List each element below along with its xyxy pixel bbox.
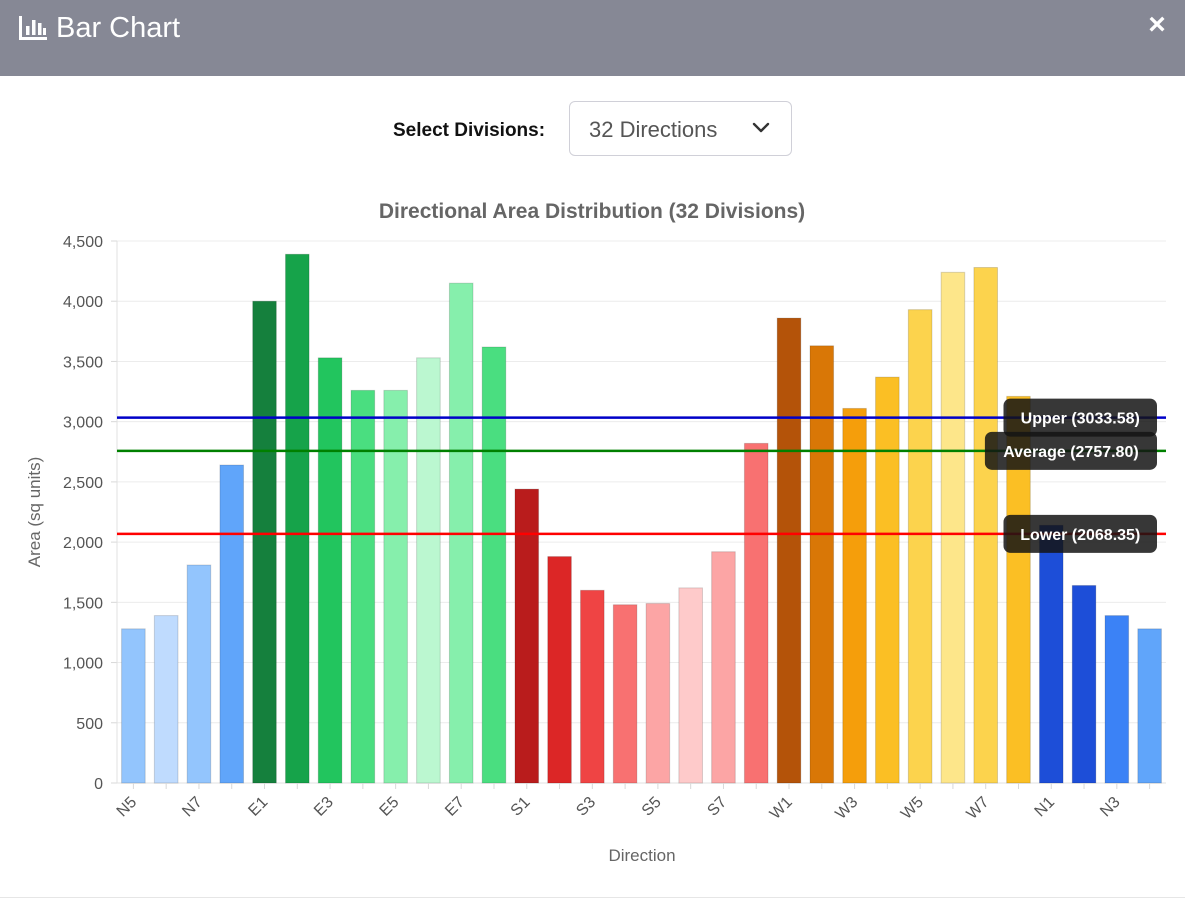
bar-s8[interactable] bbox=[743, 442, 769, 784]
bar-n3[interactable] bbox=[1104, 615, 1130, 784]
y-tick-label: 2,000 bbox=[63, 535, 103, 552]
y-tick-label: 1,500 bbox=[63, 595, 103, 612]
bar-n6[interactable] bbox=[153, 615, 179, 784]
reference-label-lower: Lower (2068.35) bbox=[1020, 527, 1140, 544]
bar-e5[interactable] bbox=[383, 389, 408, 784]
bar-e1[interactable] bbox=[252, 300, 277, 784]
bar-s4[interactable] bbox=[612, 604, 638, 784]
bar-w7[interactable] bbox=[973, 266, 999, 784]
x-tick-label: S3 bbox=[573, 794, 599, 820]
chart-title: Directional Area Distribution (32 Divisi… bbox=[379, 200, 805, 223]
chart-svg: Directional Area Distribution (32 Divisi… bbox=[25, 200, 1166, 865]
bar-w4[interactable] bbox=[875, 376, 900, 784]
y-tick-label: 1,000 bbox=[63, 656, 103, 673]
x-tick-label: E1 bbox=[245, 794, 271, 820]
reference-label-upper: Upper (3033.58) bbox=[1021, 411, 1140, 428]
reference-label-box bbox=[1003, 398, 1157, 437]
bar-e6[interactable] bbox=[416, 357, 441, 784]
y-tick-label: 3,500 bbox=[63, 354, 103, 371]
x-tick-label: E7 bbox=[442, 794, 468, 820]
bar-n8[interactable] bbox=[219, 464, 245, 784]
y-tick-label: 4,500 bbox=[63, 234, 103, 251]
modal-header: Bar Chart × bbox=[0, 0, 1185, 76]
bar-e4[interactable] bbox=[350, 389, 376, 784]
division-controls: Select Divisions: 32 Directions bbox=[0, 101, 1185, 157]
bar-w6[interactable] bbox=[940, 271, 966, 784]
x-tick-label: E3 bbox=[311, 794, 337, 820]
x-tick-label: S1 bbox=[508, 794, 534, 820]
x-tick-label: W1 bbox=[767, 794, 796, 823]
x-tick-label: N1 bbox=[1032, 794, 1059, 821]
y-axis-label: Area (sq units) bbox=[25, 457, 44, 568]
x-tick-label: N7 bbox=[179, 794, 206, 821]
y-tick-label: 4,000 bbox=[63, 294, 103, 311]
bar-n7[interactable] bbox=[186, 564, 212, 784]
modal-title: Bar Chart bbox=[56, 12, 181, 44]
divisions-select[interactable]: 32 Directions bbox=[569, 101, 792, 156]
x-tick-label: N3 bbox=[1097, 794, 1124, 821]
bar-s2[interactable] bbox=[547, 556, 572, 784]
y-tick-label: 0 bbox=[94, 776, 103, 793]
bar-chart: Directional Area Distribution (32 Divisi… bbox=[0, 190, 1185, 880]
bar-w1[interactable] bbox=[776, 317, 802, 784]
bar-n1[interactable] bbox=[1038, 524, 1064, 784]
bar-w5[interactable] bbox=[907, 309, 933, 784]
x-axis-label: Direction bbox=[608, 846, 675, 865]
reference-label-average: Average (2757.80) bbox=[1003, 444, 1139, 461]
reference-label-box bbox=[984, 431, 1157, 470]
reference-label-box bbox=[1003, 514, 1157, 553]
y-tick-label: 3,000 bbox=[63, 415, 103, 432]
x-tick-label: W3 bbox=[832, 794, 861, 823]
select-divisions-label: Select Divisions: bbox=[393, 120, 546, 141]
divisions-select-value: 32 Directions bbox=[589, 117, 718, 142]
y-tick-label: 2,500 bbox=[63, 475, 103, 492]
bar-chart-icon bbox=[19, 16, 47, 40]
bar-w2[interactable] bbox=[809, 345, 835, 784]
x-tick-label: S7 bbox=[704, 794, 730, 820]
x-tick-label: S5 bbox=[639, 794, 665, 820]
bar-s7[interactable] bbox=[711, 551, 736, 784]
chevron-down-icon bbox=[752, 122, 770, 133]
bar-e8[interactable] bbox=[481, 346, 507, 784]
bar-s5[interactable] bbox=[645, 603, 671, 784]
bar-e2[interactable] bbox=[284, 253, 310, 784]
bar-n4[interactable] bbox=[1137, 628, 1162, 784]
x-tick-label: W5 bbox=[898, 794, 927, 823]
footer-divider bbox=[0, 897, 1185, 898]
x-tick-label: W7 bbox=[964, 794, 993, 823]
y-tick-label: 500 bbox=[76, 716, 103, 733]
bar-e3[interactable] bbox=[317, 357, 343, 784]
bar-n2[interactable] bbox=[1071, 584, 1097, 784]
bar-w3[interactable] bbox=[842, 407, 867, 784]
x-tick-label: N5 bbox=[114, 794, 141, 821]
x-tick-label: E5 bbox=[377, 794, 403, 820]
bar-s3[interactable] bbox=[580, 589, 605, 784]
bar-s6[interactable] bbox=[678, 587, 703, 784]
close-icon[interactable]: × bbox=[1148, 8, 1166, 41]
bar-n5[interactable] bbox=[121, 628, 146, 784]
